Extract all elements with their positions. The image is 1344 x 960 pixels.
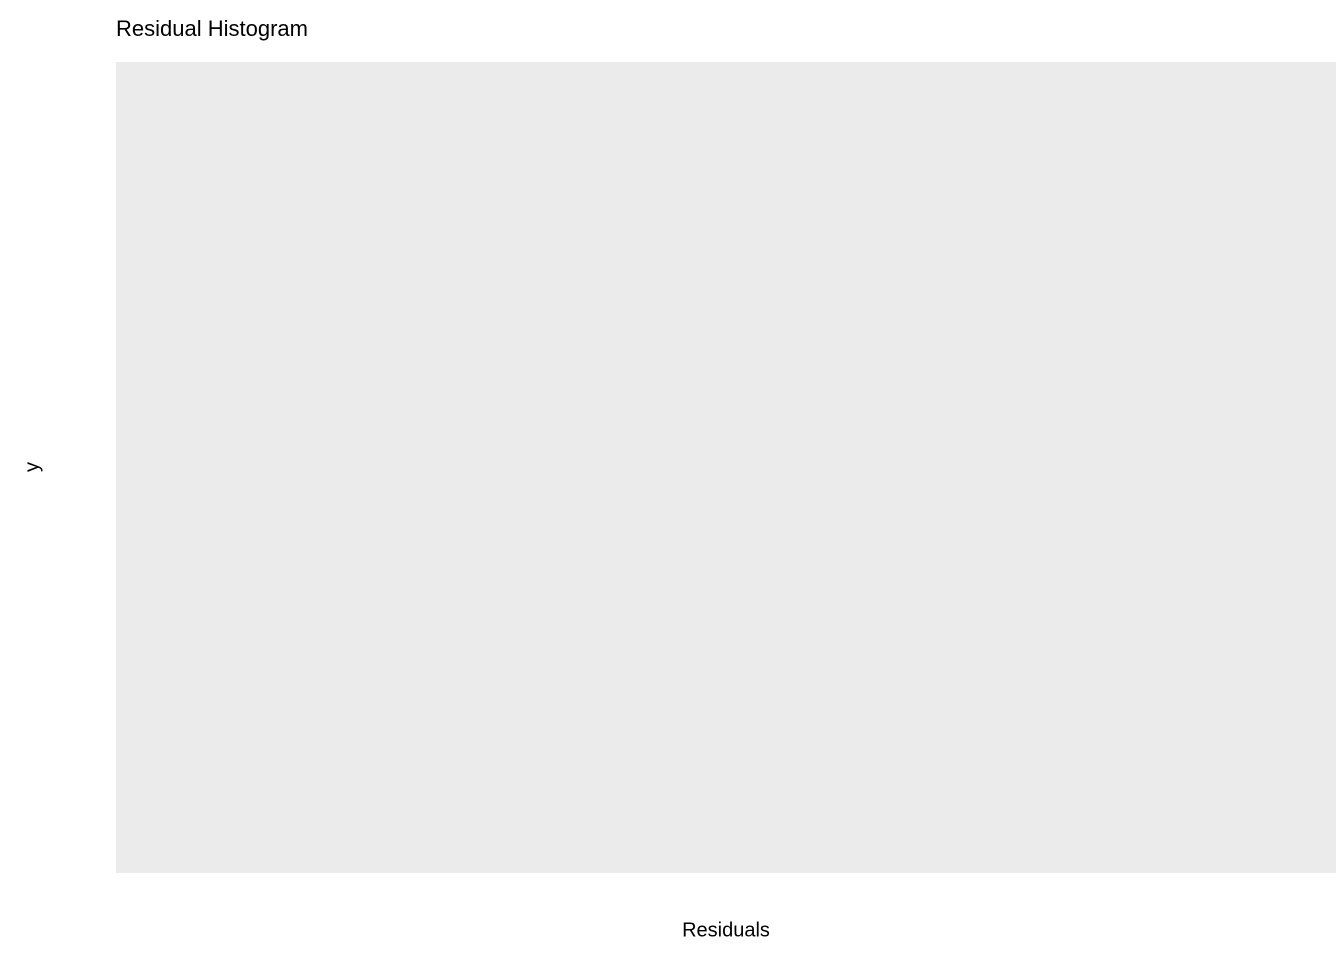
y-axis-label: y (21, 462, 43, 472)
chart-title: Residual Histogram (116, 16, 308, 41)
panel-background (116, 62, 1336, 873)
x-axis-label: Residuals (682, 919, 770, 941)
